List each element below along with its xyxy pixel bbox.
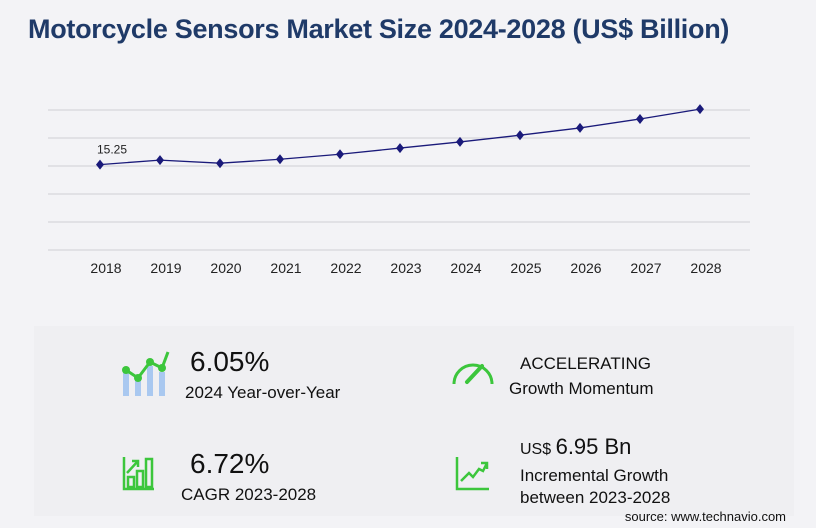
yoy-label: 2024 Year-over-Year [185,383,341,402]
chart-title: Motorcycle Sensors Market Size 2024-2028… [28,14,730,44]
line-chart: 2018 15.25 2019 2020 2021 2022 2023 2024 2025 202… [48,104,750,276]
data-point [456,136,464,147]
momentum-value: ACCELERATING [520,354,651,373]
x-tick-label: 2025 [510,260,541,276]
stats-panel [34,326,794,516]
incremental-label-2: between 2023-2028 [520,488,671,507]
growth-chart-icon [122,351,170,396]
x-tick-label: 2028 [690,260,721,276]
data-point [336,149,344,160]
x-tick-label: 2026 [570,260,601,276]
speedometer-icon [452,363,494,385]
data-point [216,158,224,169]
x-tick-label: 2024 [450,260,481,276]
data-point [96,159,104,170]
bar-growth-icon [122,457,154,491]
data-point [516,130,524,141]
trend-line-icon [455,457,489,491]
x-tick-label: 2020 [210,260,241,276]
data-label: 15.25 [97,143,127,157]
data-point [696,104,704,115]
incremental-growth: US$ 6.95 Bn [520,434,631,460]
data-point [576,122,584,133]
source-text: source: www.technavio.com [624,509,786,524]
cagr-value: 6.72% [190,448,270,479]
data-point [276,154,284,165]
currency-prefix: US$ [520,441,552,458]
yoy-value: 6.05% [190,346,270,377]
cagr-label: CAGR 2023-2028 [181,485,317,504]
series-line [99,108,701,166]
x-tick-label: 2023 [390,260,421,276]
x-tick-label: 2027 [630,260,661,276]
x-tick-label: 2022 [330,260,361,276]
incremental-value: 6.95 Bn [555,434,632,459]
x-tick-label: 2021 [270,260,301,276]
data-point [636,113,644,124]
data-point [396,143,404,154]
x-tick-label: 2018 [90,260,121,276]
data-point [156,155,164,166]
incremental-label-1: Incremental Growth [520,466,669,485]
momentum-label: Growth Momentum [509,379,654,398]
x-tick-label: 2019 [150,260,181,276]
